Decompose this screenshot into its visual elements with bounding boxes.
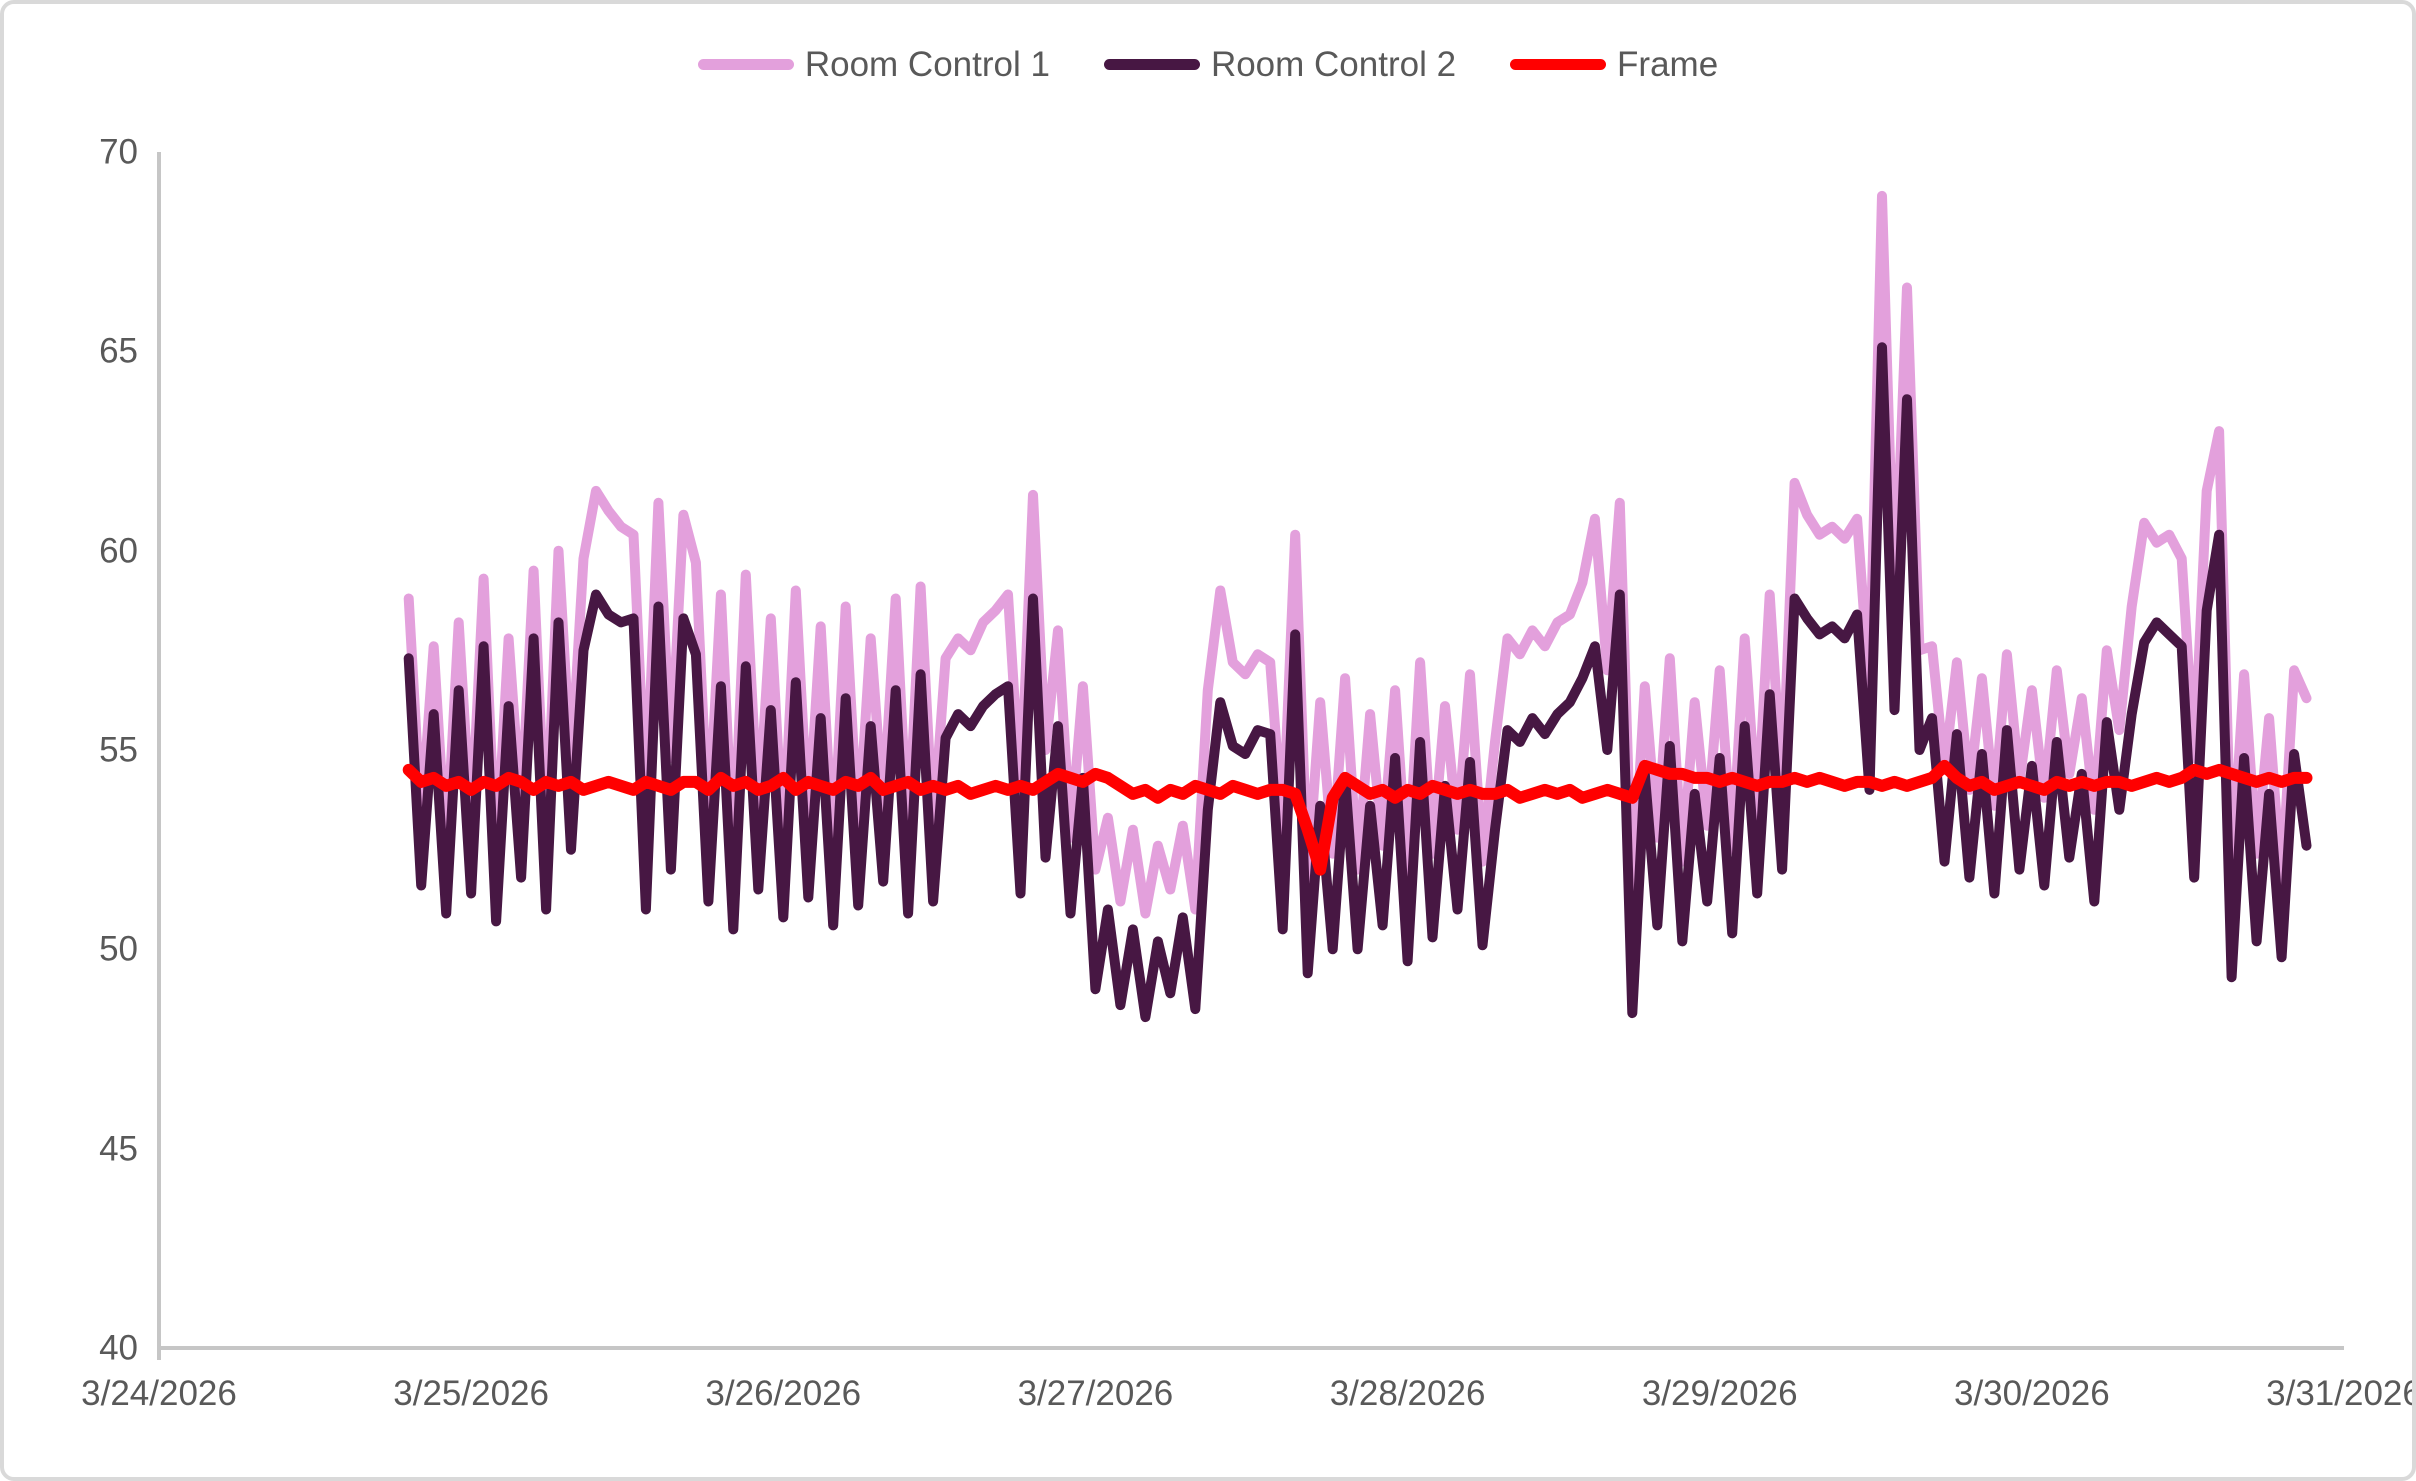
legend-item-frame[interactable]: Frame: [1510, 47, 1718, 82]
legend: Room Control 1 Room Control 2 Frame: [4, 42, 2412, 86]
legend-swatch-frame: [1510, 58, 1607, 70]
x-axis-tick-label-3-28-2026: 3/28/2026: [1329, 1374, 1486, 1413]
x-axis-tick-label-3-25-2026: 3/25/2026: [393, 1374, 549, 1413]
x-axis-tick-label-3-26-2026: 3/26/2026: [705, 1374, 862, 1413]
y-axis-tick-label-55: 55: [99, 730, 138, 770]
frame-series-line: [402, 759, 2313, 876]
legend-label-frame: Frame: [1617, 44, 1719, 84]
y-axis-tick-label-60: 60: [99, 531, 138, 571]
y-axis-tick-label-40: 40: [99, 1328, 138, 1368]
legend-item-room-control-2[interactable]: Room Control 2: [1103, 44, 1457, 84]
legend-swatch-room-control-1: [697, 58, 794, 70]
x-axis-tick-label-3-31-2026: 3/31/2026: [2266, 1374, 2416, 1413]
legend-label-room-control-2: Room Control 2: [1210, 44, 1457, 84]
x-axis-tick-label-3-27-2026: 3/27/2026: [1017, 1374, 1174, 1413]
legend-swatch-room-control-2: [1103, 58, 1200, 70]
legend-label-room-control-1: Room Control 1: [804, 44, 1050, 84]
room-control-2-series-line: [403, 342, 2312, 1023]
room-control-1-series-line: [403, 190, 2312, 919]
plot-area: [157, 152, 2344, 1360]
y-axis-tick-label-50: 50: [99, 929, 138, 969]
y-axis-tick-label-70: 70: [99, 132, 138, 172]
x-axis-tick-label-3-24-2026: 3/24/2026: [81, 1374, 237, 1413]
series-group: [402, 190, 2313, 1023]
y-axis-tick-label-65: 65: [99, 331, 138, 371]
x-axis-tick-label-3-29-2026: 3/29/2026: [1641, 1374, 1798, 1413]
legend-item-room-control-1[interactable]: Room Control 1: [697, 44, 1050, 84]
y-axis-tick-label-45: 45: [99, 1129, 138, 1169]
x-axis-tick-label-3-30-2026: 3/30/2026: [1953, 1374, 2110, 1413]
